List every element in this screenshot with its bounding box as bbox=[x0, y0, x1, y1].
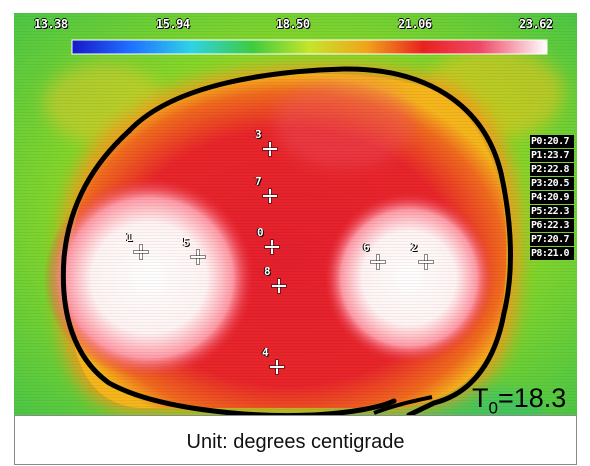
readout-row: P7:20.7 bbox=[530, 233, 574, 246]
t0-symbol: T bbox=[472, 383, 489, 413]
point-label-8: 8 bbox=[264, 265, 271, 278]
readout-row: P6:22.3 bbox=[530, 219, 574, 232]
scale-tick-label: 18.50 bbox=[276, 17, 310, 31]
point-label-0: 0 bbox=[257, 226, 264, 239]
crosshair-marker-4 bbox=[270, 360, 284, 374]
caption-text: Unit: degrees centigrade bbox=[15, 431, 576, 454]
crosshair-marker-2 bbox=[419, 255, 433, 269]
crosshair-marker-5 bbox=[191, 250, 205, 264]
point-label-2: 2 bbox=[411, 241, 418, 254]
thermal-map bbox=[14, 13, 577, 415]
scale-tick-label: 13.38 bbox=[34, 17, 68, 31]
crosshair-marker-0 bbox=[265, 240, 279, 254]
point-label-6: 6 bbox=[363, 241, 370, 254]
readout-row: P4:20.9 bbox=[530, 191, 574, 204]
readout-row: P8:21.0 bbox=[530, 247, 574, 260]
crosshair-marker-1 bbox=[134, 245, 148, 259]
point-label-1: 1 bbox=[126, 231, 133, 244]
readout-row: P5:22.3 bbox=[530, 205, 574, 218]
point-label-7: 7 bbox=[255, 175, 262, 188]
crosshair-marker-8 bbox=[272, 279, 286, 293]
scale-tick-label: 15.94 bbox=[156, 17, 190, 31]
t0-subscript: 0 bbox=[489, 398, 498, 415]
readout-row: P0:20.7 bbox=[530, 135, 574, 148]
crosshair-marker-6 bbox=[371, 255, 385, 269]
point-readout-list: P0:20.7 P1:23.7 P2:22.8 P3:20.5 P4:20.9 P5:22… bbox=[530, 135, 574, 261]
caption-box: Unit: degrees centigrade bbox=[14, 415, 577, 465]
readout-row: P3:20.5 bbox=[530, 177, 574, 190]
scale-tick-label: 23.62 bbox=[519, 17, 553, 31]
readout-row: P2:22.8 bbox=[530, 163, 574, 176]
point-label-4: 4 bbox=[262, 346, 269, 359]
t0-value: =18.3 bbox=[498, 383, 566, 413]
point-label-5: 5 bbox=[183, 236, 190, 249]
crosshair-marker-3 bbox=[263, 142, 277, 156]
point-label-3: 3 bbox=[255, 128, 262, 141]
ambient-temperature-label: T0=18.3 bbox=[472, 383, 566, 415]
crosshair-marker-7 bbox=[263, 189, 277, 203]
scale-tick-label: 21.06 bbox=[398, 17, 432, 31]
readout-row: P1:23.7 bbox=[530, 149, 574, 162]
thermal-image: 13.38 15.94 18.50 21.06 23.62 0 1 2 3 4 5 6 7 8 P0:2… bbox=[14, 13, 577, 415]
